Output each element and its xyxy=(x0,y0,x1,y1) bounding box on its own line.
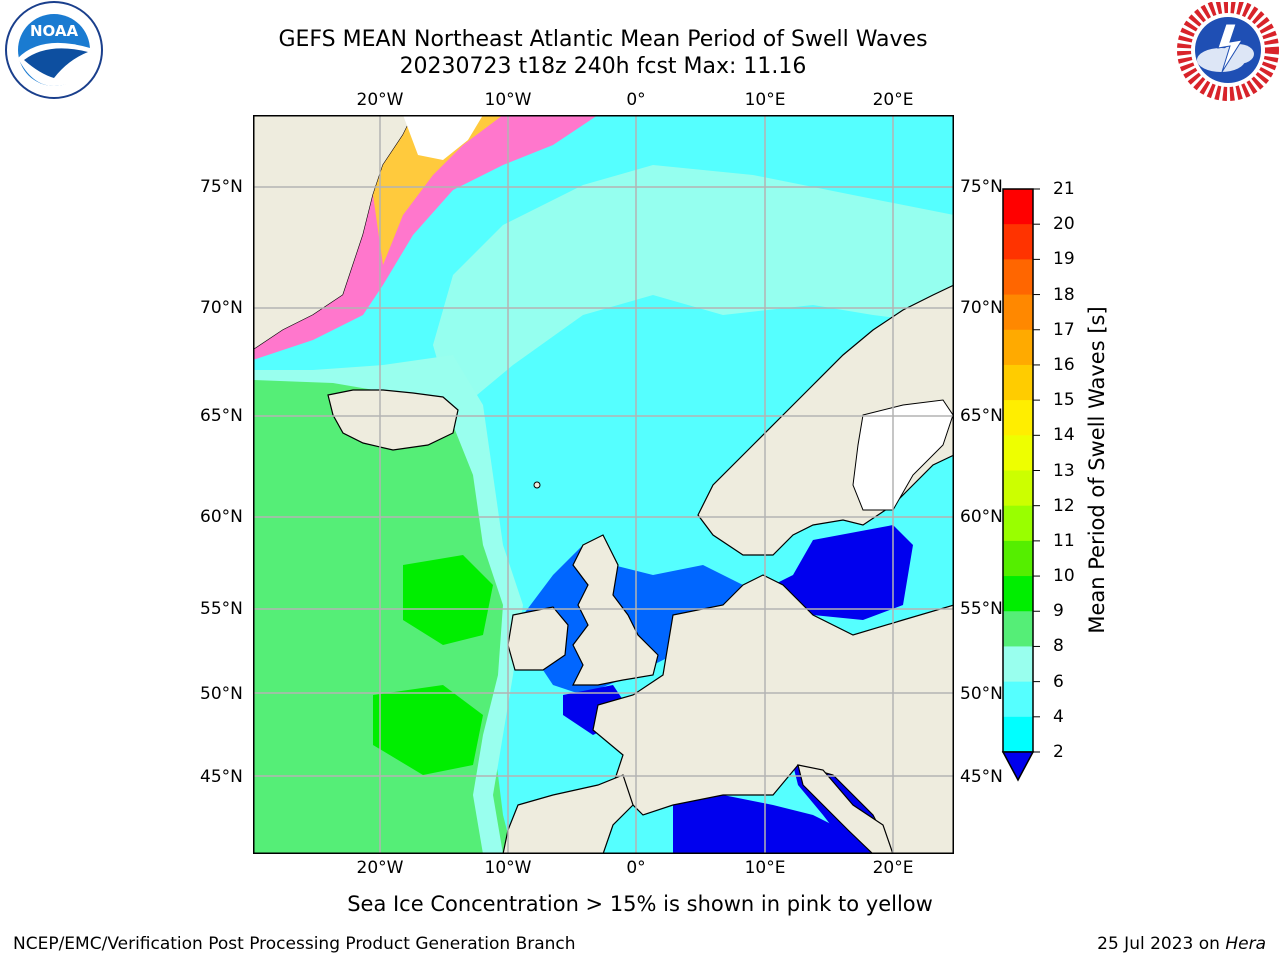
graticule xyxy=(253,115,954,854)
lon-label-bottom-10e: 10°E xyxy=(744,858,786,878)
map-subtitle: 20230723 t18z 240h fcst Max: 11.16 xyxy=(399,54,807,79)
lat-label-right-45: 45°N xyxy=(960,767,1003,787)
lat-label-left-75: 75°N xyxy=(200,177,243,197)
colorbar-tick-label: 12 xyxy=(1053,495,1075,516)
nws-logo xyxy=(1177,2,1279,101)
colorbar-band xyxy=(1003,540,1033,577)
colorbar-tick-label: 10 xyxy=(1053,566,1075,587)
colorbar-tick-label: 9 xyxy=(1053,601,1064,622)
map-title: GEFS MEAN Northeast Atlantic Mean Period… xyxy=(278,27,928,52)
colorbar-tick-label: 14 xyxy=(1053,425,1075,446)
footer-date: 25 Jul 2023 on Hera xyxy=(1097,934,1266,954)
swell-zone-10-11s-b xyxy=(373,685,483,775)
footer-machine: Hera xyxy=(1225,934,1266,954)
colorbar-tick-label: 6 xyxy=(1053,671,1064,692)
lat-label-left-60: 60°N xyxy=(200,507,243,527)
colorbar-tick-label: 15 xyxy=(1053,390,1075,411)
colorbar xyxy=(1001,188,1040,782)
lat-label-right-60: 60°N xyxy=(960,507,1003,527)
lat-label-left-55: 55°N xyxy=(200,599,243,619)
colorbar-band xyxy=(1003,576,1033,612)
gulf-of-bothnia xyxy=(852,399,954,511)
noaa-logo-text: NOAA xyxy=(30,22,79,40)
swell-zone-mediterranean xyxy=(673,795,893,854)
footer-credit: NCEP/EMC/Verification Post Processing Pr… xyxy=(13,934,576,954)
lon-label-top-10e: 10°E xyxy=(744,90,786,110)
lat-label-right-70: 70°N xyxy=(960,298,1003,318)
colorbar-tick-label: 2 xyxy=(1053,742,1064,762)
colorbar-band xyxy=(1003,646,1033,683)
colorbar-band xyxy=(1003,224,1033,260)
iceland-land xyxy=(327,389,459,451)
colorbar-tick-label: 21 xyxy=(1053,179,1075,199)
italy-land xyxy=(797,764,894,854)
lat-label-left-45: 45°N xyxy=(200,767,243,787)
colorbar-band xyxy=(1003,189,1033,225)
colorbar-tick-label: 11 xyxy=(1053,530,1075,551)
colorbar-band xyxy=(1003,294,1033,331)
lat-label-right-75: 75°N xyxy=(960,177,1003,197)
ireland-land xyxy=(507,606,569,671)
colorbar-tick-label: 20 xyxy=(1053,214,1075,235)
lat-label-right-55: 55°N xyxy=(960,599,1003,619)
noaa-logo: NOAA xyxy=(5,1,103,99)
colorbar-band xyxy=(1003,259,1033,296)
sea-ice-edge xyxy=(253,115,598,360)
colorbar-band xyxy=(1003,329,1033,366)
colorbar-title: Mean Period of Swell Waves [s] xyxy=(1085,306,1109,634)
lon-label-bottom-20e: 20°E xyxy=(872,858,914,878)
lat-label-right-65: 65°N xyxy=(960,406,1003,426)
colorbar-band xyxy=(1003,611,1033,647)
map-frame xyxy=(253,115,954,854)
sea-ice-caption: Sea Ice Concentration > 15% is shown in … xyxy=(347,892,933,916)
lat-label-left-65: 65°N xyxy=(200,406,243,426)
colorbar-band xyxy=(1003,716,1033,753)
swell-zone-8-9s-north xyxy=(433,165,954,415)
lat-label-right-50: 50°N xyxy=(960,684,1003,704)
continental-europe-land xyxy=(592,574,954,854)
lon-label-bottom-10w: 10°W xyxy=(484,858,532,878)
lat-label-left-50: 50°N xyxy=(200,684,243,704)
colorbar-band xyxy=(1003,505,1033,542)
colorbar-extend-arrow xyxy=(1001,751,1035,782)
lon-label-bottom-0: 0° xyxy=(626,858,646,878)
lon-label-top-0: 0° xyxy=(626,90,646,110)
colorbar-tick-label: 18 xyxy=(1053,284,1075,305)
colorbar-band xyxy=(1003,364,1033,401)
iberia-land xyxy=(502,774,634,854)
lon-label-top-20w: 20°W xyxy=(356,90,404,110)
sea-ice-pack xyxy=(403,115,483,160)
lat-label-left-70: 70°N xyxy=(200,298,243,318)
lon-label-bottom-20w: 20°W xyxy=(356,858,404,878)
colorbar-band xyxy=(1003,400,1033,436)
colorbar-tick-label: 16 xyxy=(1053,354,1075,375)
colorbar-tick-label: 19 xyxy=(1053,249,1075,270)
colorbar-band xyxy=(1003,681,1033,718)
colorbar-tick-label: 17 xyxy=(1053,319,1075,340)
colorbar-tick-label: 13 xyxy=(1053,460,1075,481)
colorbar-band xyxy=(1003,435,1033,471)
colorbar-tick-label: 4 xyxy=(1053,706,1064,727)
lon-label-top-10w: 10°W xyxy=(484,90,532,110)
colorbar-tick-label: 8 xyxy=(1053,636,1064,657)
sea-ice-high xyxy=(373,115,503,265)
swell-zone-10-11s-a xyxy=(403,555,493,645)
swell-period-map xyxy=(253,115,954,854)
colorbar-band xyxy=(1003,470,1033,507)
lon-label-top-20e: 20°E xyxy=(872,90,914,110)
